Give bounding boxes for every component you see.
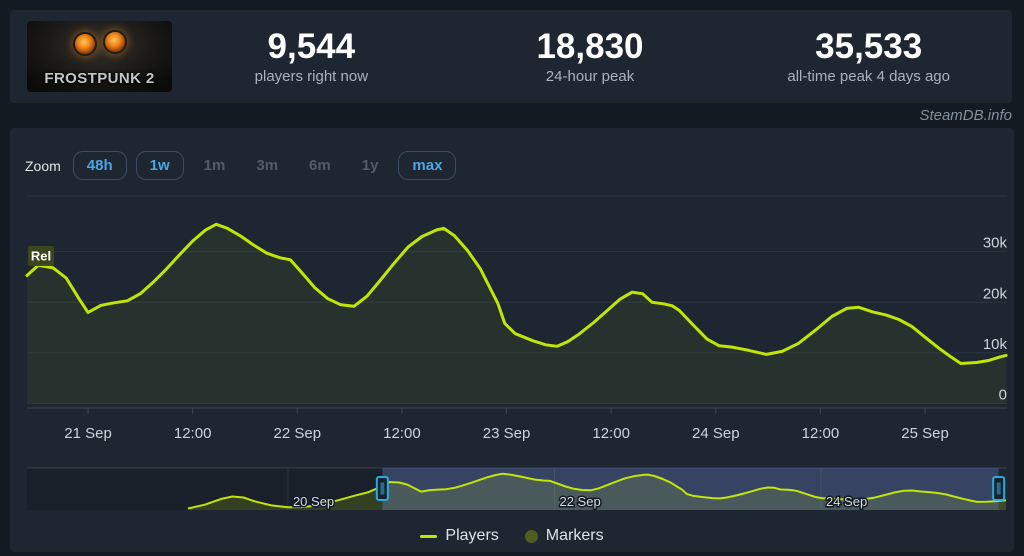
legend-label: Players [445, 527, 499, 544]
zoom-controls: Zoom 48h 1w 1m 3m 6m 1y max [25, 151, 457, 181]
players-line [25, 222, 1008, 365]
navigator-line [187, 472, 1006, 510]
chart-legend: Players Markers [10, 527, 1014, 545]
zoom-button-1m: 1m [193, 151, 237, 180]
y-axis-label: 20k [983, 285, 1008, 302]
game-title: FROSTPUNK 2 [44, 70, 155, 87]
player-count-chart[interactable]: 21 Sep 12:00 22 Sep 12:00 23 Sep 12:00 24 Sep 1… [10, 128, 1014, 552]
goggle-eye-icon [73, 32, 97, 56]
navigator-date-label: 22 Sep [559, 494, 600, 509]
game-capsule-image: FROSTPUNK 2 [27, 21, 172, 92]
x-axis-label: 22 Sep [274, 425, 322, 442]
players-swatch-icon [420, 534, 438, 538]
legend-item-markers[interactable]: Markers [524, 527, 604, 545]
navigator-handle-left[interactable] [375, 476, 389, 501]
game-stats-header: FROSTPUNK 2 9,544 players right now 18,8… [10, 10, 1012, 103]
stat-24h-peak: 18,830 24-hour peak [451, 10, 730, 103]
peak-24h-label: 24-hour peak [545, 67, 635, 85]
current-players-label: players right now [254, 67, 369, 85]
steamdb-watermark: SteamDB.info [919, 107, 1012, 124]
stat-alltime-peak: 35,533 all-time peak 4 days ago [729, 10, 1008, 103]
y-axis-label: 30k [983, 235, 1008, 252]
y-axis-label: 0 [999, 387, 1007, 404]
alltime-peak-value: 35,533 [815, 26, 923, 66]
x-axis-label: 25 Sep [901, 425, 949, 442]
release-marker-label: Rel [31, 249, 51, 264]
zoom-button-48h[interactable]: 48h [72, 151, 127, 181]
legend-label: Markers [545, 527, 604, 544]
navigator[interactable]: 20 Sep 22 Sep 24 Sep [27, 467, 1007, 511]
x-axis-label: 12:00 [802, 425, 840, 442]
markers-swatch-icon [524, 529, 538, 543]
y-axis-label: 10k [983, 336, 1008, 353]
navigator-selected-range[interactable] [382, 468, 999, 510]
x-axis-label: 12:00 [383, 425, 421, 442]
players-area [27, 224, 1007, 404]
current-players-value: 9,544 [267, 26, 356, 66]
stat-current-players: 9,544 players right now [172, 10, 451, 103]
navigator-handle-right[interactable] [992, 476, 1006, 501]
stats-row: 9,544 players right now 18,830 24-hour p… [172, 10, 1008, 103]
peak-24h-value: 18,830 [536, 26, 644, 66]
handle-grip-icon [996, 482, 1001, 495]
x-axis-label: 12:00 [174, 425, 212, 442]
zoom-button-1w[interactable]: 1w [135, 151, 184, 181]
zoom-button-max[interactable]: max [398, 151, 457, 181]
alltime-peak-label: all-time peak 4 days ago [787, 67, 950, 85]
handle-grip-icon [380, 482, 385, 495]
navigator-date-label: 24 Sep [826, 494, 867, 509]
zoom-button-group: 48h 1w 1m 3m 6m 1y max [72, 151, 457, 181]
zoom-button-1y: 1y [351, 151, 390, 180]
release-marker[interactable] [28, 246, 54, 266]
x-axis-label: 21 Sep [64, 425, 112, 442]
player-chart-panel: Zoom 48h 1w 1m 3m 6m 1y max 21 Sep 12:00 22 Sep 1… [10, 128, 1014, 552]
goggle-eye-icon [103, 30, 127, 54]
zoom-button-6m: 6m [298, 151, 342, 180]
x-axis-label: 24 Sep [692, 425, 740, 442]
zoom-button-3m: 3m [245, 151, 289, 180]
navigator-date-label: 20 Sep [293, 494, 334, 509]
x-axis-label: 23 Sep [483, 425, 531, 442]
x-axis-label: 12:00 [592, 425, 630, 442]
zoom-label: Zoom [25, 157, 61, 174]
legend-item-players[interactable]: Players [420, 527, 499, 545]
